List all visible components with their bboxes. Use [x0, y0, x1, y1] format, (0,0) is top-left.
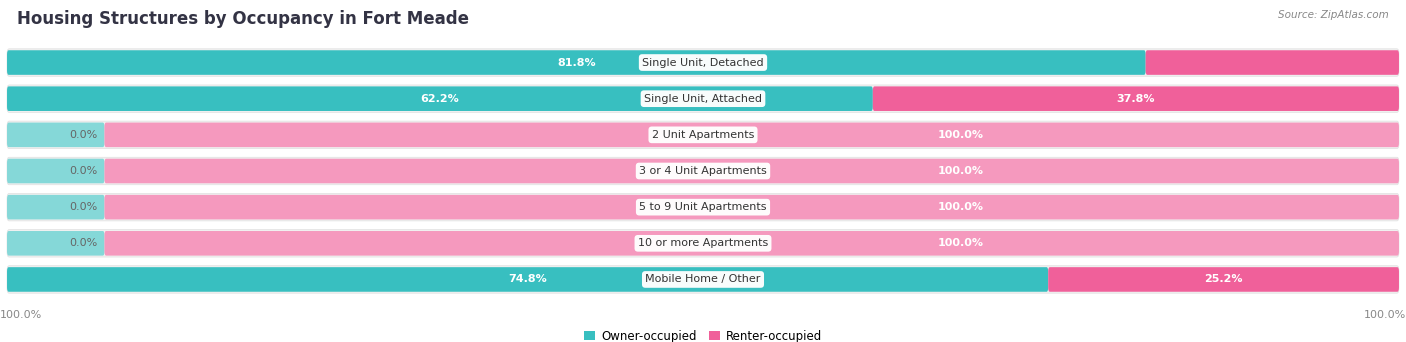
FancyBboxPatch shape [7, 194, 1399, 221]
Text: 3 or 4 Unit Apartments: 3 or 4 Unit Apartments [640, 166, 766, 176]
Text: 0.0%: 0.0% [69, 166, 97, 176]
Text: 100.0%: 100.0% [1364, 310, 1406, 320]
Text: 62.2%: 62.2% [420, 94, 460, 104]
Text: 37.8%: 37.8% [1116, 94, 1156, 104]
Text: Single Unit, Detached: Single Unit, Detached [643, 57, 763, 67]
FancyBboxPatch shape [7, 122, 104, 147]
FancyBboxPatch shape [7, 49, 1399, 76]
FancyBboxPatch shape [7, 85, 1399, 113]
FancyBboxPatch shape [7, 87, 873, 111]
FancyBboxPatch shape [873, 87, 1399, 111]
Text: 74.8%: 74.8% [508, 275, 547, 285]
FancyBboxPatch shape [1049, 267, 1399, 292]
Text: 25.2%: 25.2% [1205, 275, 1243, 285]
FancyBboxPatch shape [7, 231, 104, 255]
Text: 0.0%: 0.0% [69, 238, 97, 248]
Text: 5 to 9 Unit Apartments: 5 to 9 Unit Apartments [640, 202, 766, 212]
Text: 100.0%: 100.0% [938, 238, 984, 248]
FancyBboxPatch shape [104, 231, 1399, 255]
FancyBboxPatch shape [7, 157, 1399, 185]
FancyBboxPatch shape [7, 267, 1049, 292]
Text: 0.0%: 0.0% [69, 130, 97, 140]
Text: Mobile Home / Other: Mobile Home / Other [645, 275, 761, 285]
Text: 10 or more Apartments: 10 or more Apartments [638, 238, 768, 248]
Text: 81.8%: 81.8% [557, 57, 596, 67]
FancyBboxPatch shape [1146, 50, 1399, 75]
Text: 100.0%: 100.0% [938, 166, 984, 176]
Text: 100.0%: 100.0% [938, 202, 984, 212]
Text: Source: ZipAtlas.com: Source: ZipAtlas.com [1278, 10, 1389, 20]
Text: 0.0%: 0.0% [69, 202, 97, 212]
FancyBboxPatch shape [7, 195, 104, 220]
FancyBboxPatch shape [7, 229, 1399, 257]
FancyBboxPatch shape [7, 266, 1399, 293]
FancyBboxPatch shape [7, 159, 104, 183]
FancyBboxPatch shape [7, 121, 1399, 148]
FancyBboxPatch shape [104, 195, 1399, 220]
Text: Single Unit, Attached: Single Unit, Attached [644, 94, 762, 104]
Legend: Owner-occupied, Renter-occupied: Owner-occupied, Renter-occupied [579, 325, 827, 342]
Text: Housing Structures by Occupancy in Fort Meade: Housing Structures by Occupancy in Fort … [17, 10, 468, 28]
Text: 2 Unit Apartments: 2 Unit Apartments [652, 130, 754, 140]
FancyBboxPatch shape [104, 122, 1399, 147]
FancyBboxPatch shape [7, 50, 1146, 75]
Text: 100.0%: 100.0% [938, 130, 984, 140]
Text: 100.0%: 100.0% [0, 310, 42, 320]
FancyBboxPatch shape [104, 159, 1399, 183]
